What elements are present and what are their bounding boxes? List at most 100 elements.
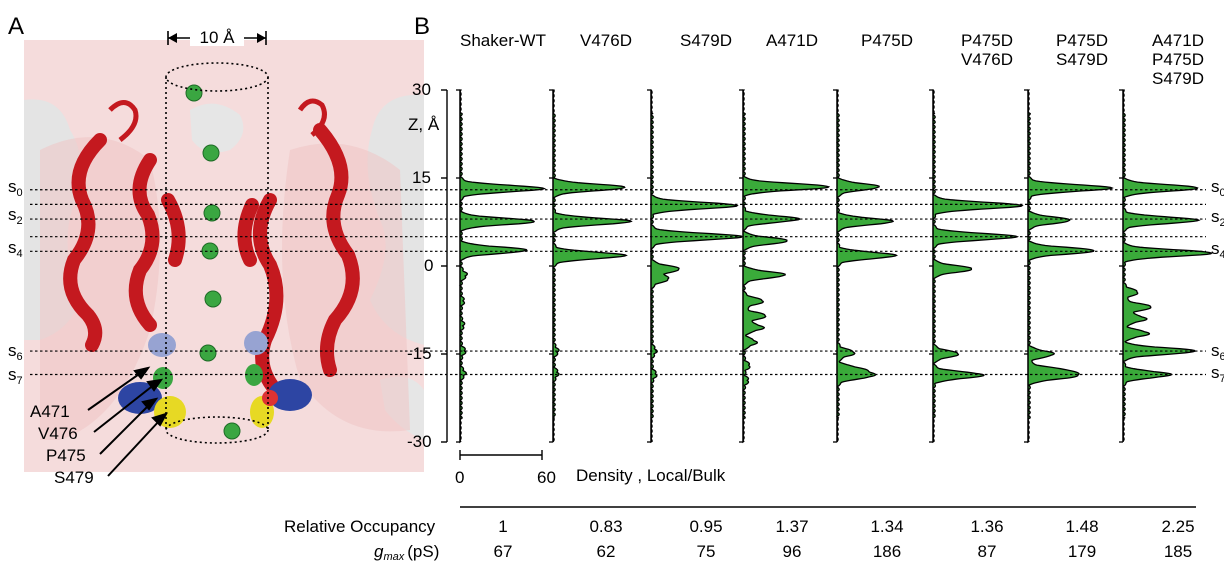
profile-6 bbox=[1024, 89, 1114, 444]
density-area-3 bbox=[741, 89, 831, 444]
scale-bar-label: 10 Å bbox=[200, 28, 236, 47]
site-label-a-1: s2 bbox=[8, 205, 23, 227]
density-tick-0: 0 bbox=[455, 468, 464, 487]
gmax-value-4: 186 bbox=[873, 542, 901, 561]
site-label-a-0: s0 bbox=[8, 177, 23, 199]
z-tick-label: 30 bbox=[412, 80, 431, 99]
column-header-7-line-1: P475D bbox=[1152, 50, 1204, 69]
column-header-4-line-0: P475D bbox=[861, 31, 913, 50]
gmax-row-label: gmax (pS) bbox=[374, 542, 439, 562]
arrow bbox=[87, 371, 143, 411]
gmax-value-7: 185 bbox=[1164, 542, 1192, 561]
residue-red-right bbox=[262, 390, 278, 406]
column-header-6-line-0: P475D bbox=[1056, 31, 1108, 50]
residue-annotations: A471 V476 P475 S479 bbox=[30, 366, 169, 487]
z-tick-label: 15 bbox=[412, 168, 431, 187]
density-profiles bbox=[456, 89, 1214, 444]
profile-0 bbox=[456, 89, 547, 444]
profile-7 bbox=[1119, 89, 1214, 443]
occupancy-value-3: 1.37 bbox=[775, 517, 808, 536]
site-label-b-4: s7 bbox=[1211, 363, 1224, 385]
residue-lightblue-left bbox=[148, 333, 176, 357]
density-area-2 bbox=[649, 89, 742, 444]
occupancy-value-1: 0.83 bbox=[589, 517, 622, 536]
ion bbox=[185, 84, 203, 102]
helix-left-outer bbox=[63, 133, 107, 352]
density-scale-bar: 0 60 Density , Local/Bulk bbox=[455, 450, 726, 487]
residue-label-3: S479 bbox=[54, 468, 94, 487]
loop-right bbox=[297, 98, 327, 137]
site-label-b-3: s6 bbox=[1211, 341, 1224, 363]
column-header-3-line-0: A471D bbox=[766, 31, 818, 50]
helices-left bbox=[63, 133, 186, 352]
column-header-1-line-0: V476D bbox=[580, 31, 632, 50]
density-area-4 bbox=[835, 89, 898, 443]
profile-5 bbox=[929, 89, 1024, 444]
ion bbox=[199, 344, 217, 362]
occupancy-value-7: 2.25 bbox=[1161, 517, 1194, 536]
density-area-0 bbox=[458, 89, 547, 444]
profile-2 bbox=[647, 89, 742, 444]
residue-label-0: A471 bbox=[30, 402, 70, 421]
pore-cylinder bbox=[165, 62, 269, 444]
density-tick-60: 60 bbox=[537, 468, 556, 487]
density-axis-label: Density , Local/Bulk bbox=[576, 466, 726, 485]
panel-a-site-labels: s0 s2 s4 s6 s7 bbox=[8, 177, 23, 387]
site-label-a-3: s6 bbox=[8, 341, 23, 363]
gmax-value-1: 62 bbox=[597, 542, 616, 561]
helix-right-outer bbox=[313, 123, 360, 377]
residue-lightblue-right bbox=[244, 331, 268, 355]
gmax-value-2: 75 bbox=[697, 542, 716, 561]
column-header-0-line-0: Shaker-WT bbox=[460, 31, 546, 50]
column-header-7-line-0: A471D bbox=[1152, 31, 1204, 50]
arrow bbox=[99, 403, 151, 455]
table-values: 1 67 0.83 62 0.95 75 1.37 96 1.34 186 1.36 87 1.48 17… bbox=[494, 517, 1195, 561]
residue-label-2: P475 bbox=[46, 446, 86, 465]
occupancy-row-label: Relative Occupancy bbox=[284, 517, 436, 536]
arrow bbox=[107, 419, 161, 477]
column-header-6-line-1: S479D bbox=[1056, 50, 1108, 69]
ion bbox=[223, 422, 241, 440]
site-label-a-4: s7 bbox=[8, 365, 23, 387]
helix-right-pore bbox=[237, 198, 259, 267]
profile-3 bbox=[739, 89, 831, 444]
profile-4 bbox=[833, 89, 898, 443]
column-header-5-line-1: V476D bbox=[961, 50, 1013, 69]
surface-white-top bbox=[190, 103, 244, 153]
density-area-6 bbox=[1026, 89, 1114, 444]
z-axis: 30 15 0 -15 -30 Z, Å bbox=[407, 80, 448, 451]
density-area-1 bbox=[551, 89, 633, 443]
helix-right-inner bbox=[253, 193, 287, 402]
z-tick-label: -30 bbox=[407, 432, 432, 451]
gmax-value-5: 87 bbox=[978, 542, 997, 561]
density-area-5 bbox=[931, 89, 1024, 444]
residue-green-right bbox=[245, 364, 263, 386]
gmax-value-0: 67 bbox=[494, 542, 513, 561]
residue-label-1: V476 bbox=[38, 424, 78, 443]
ion bbox=[204, 290, 222, 308]
occupancy-value-6: 1.48 bbox=[1065, 517, 1098, 536]
panel-b-site-labels: s0 s2 s4 s6 s7 bbox=[1211, 177, 1224, 385]
binding-site-lines bbox=[30, 189, 1206, 376]
column-header-5-line-0: P475D bbox=[961, 31, 1013, 50]
column-header-7-line-2: S479D bbox=[1152, 69, 1204, 88]
arrow bbox=[93, 383, 156, 433]
z-axis-label: Z, Å bbox=[408, 115, 440, 134]
helix-left-pore bbox=[161, 193, 186, 267]
gmax-value-3: 96 bbox=[783, 542, 802, 561]
profile-1 bbox=[549, 89, 633, 443]
occupancy-value-5: 1.36 bbox=[970, 517, 1003, 536]
site-label-a-2: s4 bbox=[8, 238, 23, 260]
helices-right bbox=[237, 123, 360, 402]
site-label-b-1: s2 bbox=[1211, 207, 1224, 229]
occupancy-value-2: 0.95 bbox=[689, 517, 722, 536]
panel-b-column-headers: Shaker-WT V476D S479D A471D P475D P475DV476DP… bbox=[460, 31, 1204, 88]
residue-blue-right bbox=[268, 379, 312, 411]
z-tick-label: -15 bbox=[407, 344, 432, 363]
site-label-b-2: s4 bbox=[1211, 239, 1224, 261]
occupancy-value-0: 1 bbox=[498, 517, 507, 536]
surface-pink-left bbox=[40, 137, 160, 440]
panel-b-letter: B bbox=[414, 13, 430, 40]
site-label-b-0: s0 bbox=[1211, 177, 1224, 199]
